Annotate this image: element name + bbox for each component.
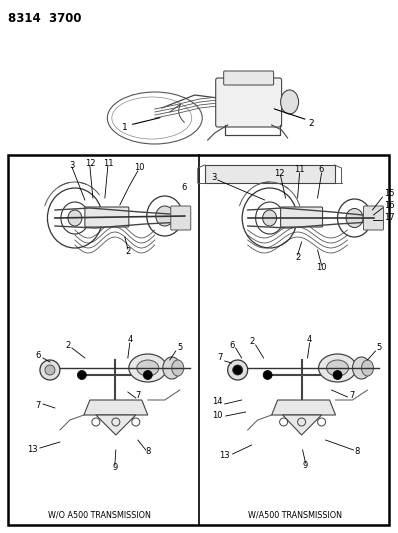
FancyBboxPatch shape [363,206,383,230]
Text: 3: 3 [211,173,217,182]
Circle shape [143,370,152,379]
Circle shape [228,360,248,380]
Text: 7: 7 [349,391,354,400]
Polygon shape [96,415,136,435]
Text: 9: 9 [303,462,308,471]
Text: 5: 5 [177,343,182,352]
Text: 10: 10 [213,411,223,421]
Text: 6: 6 [229,341,234,350]
Circle shape [263,370,272,379]
Ellipse shape [156,206,174,226]
Circle shape [45,365,55,375]
Circle shape [233,365,243,375]
FancyBboxPatch shape [224,71,273,85]
Text: 14: 14 [213,398,223,407]
Text: W/O A500 TRANSMISSION: W/O A500 TRANSMISSION [49,511,151,520]
Text: 2: 2 [65,341,70,350]
Text: 8: 8 [145,448,150,456]
Ellipse shape [318,354,357,382]
FancyBboxPatch shape [216,78,282,127]
Text: 9: 9 [112,464,117,472]
Ellipse shape [361,360,373,376]
Polygon shape [283,415,322,435]
Text: 4: 4 [307,335,312,344]
Polygon shape [271,400,336,415]
Text: 2: 2 [309,118,314,127]
Ellipse shape [326,360,349,376]
Text: 11: 11 [103,158,113,167]
Text: 13: 13 [27,446,37,455]
Circle shape [333,370,342,379]
Ellipse shape [281,90,298,114]
Text: 10: 10 [135,164,145,173]
Ellipse shape [346,208,363,228]
Text: 7: 7 [217,353,222,362]
Ellipse shape [163,357,181,379]
Text: 7: 7 [135,391,140,400]
FancyBboxPatch shape [171,206,191,230]
Bar [8,155,390,525]
Text: 4: 4 [127,335,133,344]
Text: 13: 13 [219,451,230,461]
Text: 5: 5 [377,343,382,352]
Ellipse shape [129,354,167,382]
FancyBboxPatch shape [281,207,322,227]
Text: 17: 17 [384,214,395,222]
Text: 15: 15 [384,189,395,198]
Text: 6: 6 [35,351,41,359]
Text: 3: 3 [69,160,74,169]
Text: 12: 12 [85,158,95,167]
Circle shape [77,370,86,379]
Text: 8: 8 [355,448,360,456]
Text: 6: 6 [319,166,324,174]
Ellipse shape [137,360,159,376]
Circle shape [40,360,60,380]
Text: 11: 11 [295,166,305,174]
Ellipse shape [353,357,371,379]
Text: 2: 2 [125,247,131,256]
Text: 7: 7 [35,400,41,409]
FancyBboxPatch shape [205,165,335,183]
Polygon shape [84,400,148,415]
Text: 8314  3700: 8314 3700 [8,12,82,25]
Text: 2: 2 [295,254,300,262]
FancyBboxPatch shape [85,207,129,227]
Ellipse shape [68,210,82,226]
Text: 12: 12 [274,168,285,177]
Text: 2: 2 [249,337,254,346]
Ellipse shape [172,360,184,376]
Text: 1: 1 [122,124,128,133]
Text: 16: 16 [384,201,395,211]
Text: 10: 10 [316,263,327,272]
Ellipse shape [263,210,277,226]
Text: 6: 6 [181,183,186,192]
Text: W/A500 TRANSMISSION: W/A500 TRANSMISSION [248,511,341,520]
